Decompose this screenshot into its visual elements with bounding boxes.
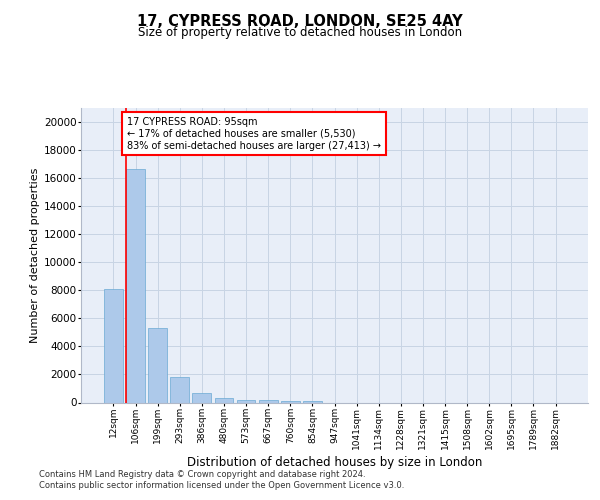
Text: 17, CYPRESS ROAD, LONDON, SE25 4AY: 17, CYPRESS ROAD, LONDON, SE25 4AY <box>137 14 463 29</box>
Bar <box>215 398 233 402</box>
Text: Size of property relative to detached houses in London: Size of property relative to detached ho… <box>138 26 462 39</box>
Bar <box>193 394 211 402</box>
Bar <box>126 170 145 402</box>
Text: Contains HM Land Registry data © Crown copyright and database right 2024.: Contains HM Land Registry data © Crown c… <box>39 470 365 479</box>
Text: Contains public sector information licensed under the Open Government Licence v3: Contains public sector information licen… <box>39 481 404 490</box>
Y-axis label: Number of detached properties: Number of detached properties <box>30 168 40 342</box>
Bar <box>104 288 123 403</box>
Bar <box>259 400 278 402</box>
X-axis label: Distribution of detached houses by size in London: Distribution of detached houses by size … <box>187 456 482 468</box>
Bar <box>148 328 167 402</box>
Bar <box>281 401 299 402</box>
Bar <box>170 377 189 402</box>
Text: 17 CYPRESS ROAD: 95sqm
← 17% of detached houses are smaller (5,530)
83% of semi-: 17 CYPRESS ROAD: 95sqm ← 17% of detached… <box>127 118 381 150</box>
Bar <box>236 400 256 402</box>
Bar <box>303 401 322 402</box>
